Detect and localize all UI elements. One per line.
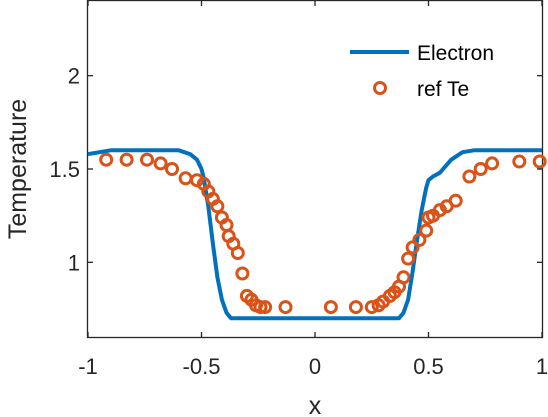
data-point-ref-te [165,162,179,176]
data-point-ref-te [462,169,477,184]
y-tick-label: 1 [68,250,80,275]
data-point-ref-te [140,152,154,167]
data-point-ref-te [99,152,114,167]
data-point-ref-te [230,246,245,260]
y-tick-label: 2 [68,64,80,89]
data-point-ref-te [190,173,204,188]
x-tick-label: 0 [309,354,321,379]
x-tick-label: -0.5 [183,354,221,379]
series-line-electron [87,148,542,321]
data-point-ref-te [412,232,427,247]
data-point-ref-te [473,162,488,176]
y-tick-label: 1.5 [49,157,80,182]
ticks-layer: -1 -0.5 0 0.5 1 1 1.5 2 [49,1,548,379]
data-point-ref-te [485,156,500,171]
x-tick-label: 0.5 [413,354,444,379]
data-point-ref-te [348,300,363,315]
data-point-ref-te [253,300,268,315]
data-point-ref-te [119,152,134,167]
data-point-ref-te [278,300,293,315]
legend-label-electron: Electron [417,42,494,65]
x-axis-label: x [309,392,322,417]
y-axis-label: Temperature [4,99,32,239]
legend: Electron ref Te [338,38,533,104]
data-point-ref-te [512,154,527,169]
legend-marker-ref-te [373,81,387,95]
data-point-ref-te [364,300,379,315]
legend-label-ref-te: ref Te [417,78,469,101]
data-point-ref-te [153,156,168,171]
data-point-ref-te [405,240,420,255]
data-point-ref-te [396,270,411,285]
legend-box [338,38,533,104]
data-point-ref-te [432,203,447,218]
x-tick-label: -1 [78,354,98,379]
data-point-ref-te [235,266,250,281]
data-point-ref-te [323,300,338,315]
data-point-ref-te [419,223,434,238]
data-point-ref-te [210,199,225,214]
data-point-ref-te [532,154,547,169]
series-layer [87,148,547,321]
data-point-ref-te [448,193,463,208]
x-tick-label: 1 [536,354,548,379]
data-point-ref-te [258,300,273,315]
data-point-ref-te [401,251,416,266]
